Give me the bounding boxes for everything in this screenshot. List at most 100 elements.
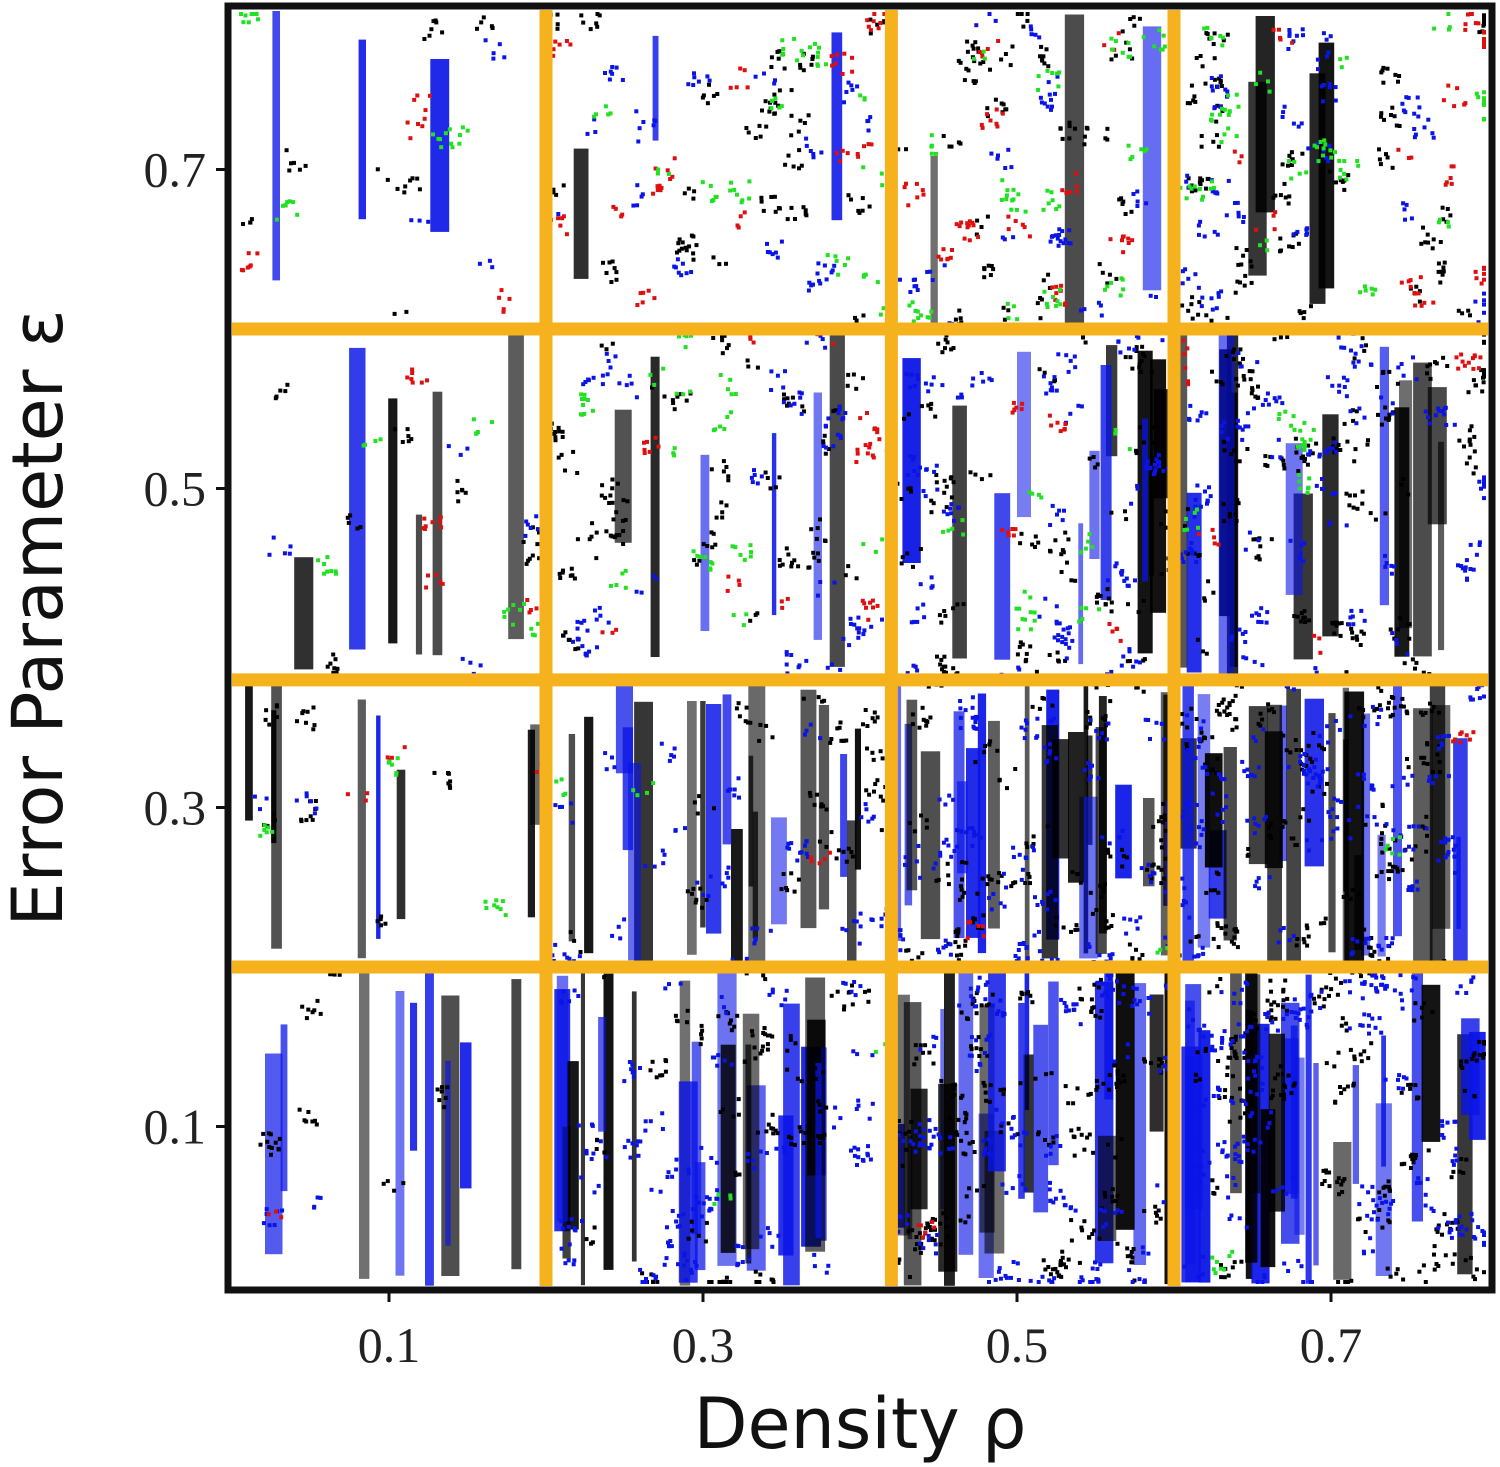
panel-dot-green bbox=[1055, 71, 1060, 76]
panel-dot-black bbox=[1234, 717, 1239, 722]
panel-dot-blue bbox=[1352, 364, 1357, 369]
panel-dot-blue bbox=[1200, 1149, 1205, 1154]
panel-dot-black bbox=[671, 401, 676, 405]
panel-dot-black bbox=[600, 483, 605, 488]
panel-dot-black bbox=[796, 564, 801, 569]
panel-dot-black bbox=[1394, 1271, 1399, 1276]
panel-dot-black bbox=[1421, 1263, 1426, 1268]
panel-dot-black bbox=[1410, 1157, 1415, 1161]
panel-dot-green bbox=[816, 50, 821, 55]
panel-dot-blue bbox=[1465, 577, 1469, 582]
panel-background bbox=[232, 679, 546, 967]
panel-streak bbox=[1377, 834, 1386, 957]
panel-dot-blue bbox=[1181, 809, 1186, 814]
panel-dot-black bbox=[955, 602, 960, 607]
panel-dot-black bbox=[1180, 303, 1185, 308]
panel-dot-blue bbox=[1002, 237, 1007, 242]
panel-dot-black bbox=[1251, 537, 1256, 542]
panel-dot-black bbox=[1471, 1274, 1476, 1279]
panel-dot-blue bbox=[569, 1217, 574, 1222]
panel-dot-black bbox=[1162, 813, 1167, 818]
panel-dot-blue bbox=[560, 1000, 564, 1005]
panel-dot-blue bbox=[783, 997, 788, 1002]
panel-dot-black bbox=[906, 412, 911, 417]
panel-dot-black bbox=[1067, 124, 1072, 129]
panel-dot-green bbox=[1230, 1249, 1235, 1254]
panel-dot-blue bbox=[689, 270, 694, 274]
panel-dot-blue bbox=[686, 1167, 691, 1172]
panel-dot-blue bbox=[1463, 568, 1468, 573]
panel-dot-blue bbox=[856, 1147, 861, 1152]
panel-dot-black bbox=[1107, 272, 1112, 277]
panel-dot-blue bbox=[979, 371, 984, 375]
panel-dot-green bbox=[698, 555, 703, 559]
panel-dot-black bbox=[727, 1021, 732, 1026]
panel-dot-blue bbox=[1021, 1130, 1026, 1135]
panel-dot-green bbox=[749, 550, 754, 554]
panel-dot-blue bbox=[634, 109, 639, 114]
panel-dot-blue bbox=[1148, 737, 1152, 741]
panel-dot-black bbox=[746, 130, 751, 135]
panel-dot-blue bbox=[1305, 781, 1310, 786]
panel-dot-blue bbox=[844, 90, 849, 94]
panel-dot-blue bbox=[1415, 887, 1420, 892]
panel-dot-red bbox=[641, 290, 646, 295]
panel-dot-black bbox=[1209, 768, 1214, 773]
panel-dot-blue bbox=[1384, 983, 1389, 988]
panel-dot-blue bbox=[1476, 1225, 1481, 1230]
panel-dot-blue bbox=[1248, 1089, 1253, 1094]
panel-dot-blue bbox=[579, 1175, 584, 1180]
panel-dot-black bbox=[746, 364, 751, 369]
panel-dot-blue bbox=[1146, 1251, 1151, 1256]
panel-dot-blue bbox=[1427, 421, 1432, 426]
panel-dot-black bbox=[276, 1146, 281, 1151]
panel-dot-blue bbox=[1004, 885, 1009, 890]
panel-dot-green bbox=[1157, 28, 1162, 33]
panel-dot-black bbox=[1368, 945, 1373, 950]
panel-dot-black bbox=[1379, 836, 1384, 841]
panel-dot-blue bbox=[692, 71, 696, 76]
panel-dot-blue bbox=[1133, 578, 1137, 583]
panel-dot-red bbox=[642, 451, 647, 455]
panel-streak bbox=[854, 728, 861, 870]
panel-streak bbox=[722, 694, 732, 845]
panel-dot-red bbox=[748, 334, 753, 339]
panel-dot-red bbox=[865, 18, 870, 23]
panel-dot-blue bbox=[915, 288, 920, 292]
panel-dot-blue bbox=[1039, 100, 1044, 105]
panel-dot-red bbox=[996, 39, 1001, 43]
panel-dot-black bbox=[265, 1139, 270, 1144]
panel-dot-black bbox=[959, 1095, 964, 1100]
panel-dot-red bbox=[405, 375, 410, 380]
panel-dot-black bbox=[1159, 572, 1164, 576]
panel-dot-green bbox=[1113, 427, 1118, 432]
panel-dot-black bbox=[610, 341, 615, 346]
panel-dot-red bbox=[877, 437, 882, 442]
panel-dot-black bbox=[1132, 23, 1137, 28]
panel-dot-black bbox=[1096, 592, 1100, 597]
panel-dot-black bbox=[310, 817, 315, 822]
panel-dot-black bbox=[731, 1114, 736, 1119]
panel-dot-blue bbox=[970, 715, 975, 720]
panel-dot-green bbox=[729, 180, 733, 185]
panel-dot-blue bbox=[584, 1151, 589, 1156]
panel-dot-black bbox=[400, 440, 405, 444]
panel-dot-black bbox=[722, 333, 727, 338]
panel-dot-blue bbox=[1235, 1141, 1240, 1146]
panel-dot-black bbox=[1345, 1084, 1350, 1089]
panel-dot-black bbox=[1355, 506, 1360, 511]
panel-dot-black bbox=[1233, 512, 1238, 517]
panel-dot-blue bbox=[1078, 1022, 1083, 1027]
panel-dot-blue bbox=[912, 284, 917, 289]
panel-dot-blue bbox=[1111, 987, 1115, 992]
panel-dot-black bbox=[1159, 522, 1164, 526]
panel-dot-blue bbox=[870, 1101, 875, 1106]
panel-streak bbox=[1268, 1033, 1285, 1212]
panel-dot-blue bbox=[252, 794, 257, 799]
panel-dot-blue bbox=[1019, 877, 1024, 882]
panel-dot-black bbox=[1386, 869, 1391, 874]
panel-dot-blue bbox=[1020, 1182, 1025, 1187]
panel-dot-blue bbox=[1233, 1152, 1238, 1157]
panel-dot-black bbox=[906, 948, 911, 953]
panel-dot-blue bbox=[1192, 954, 1197, 959]
